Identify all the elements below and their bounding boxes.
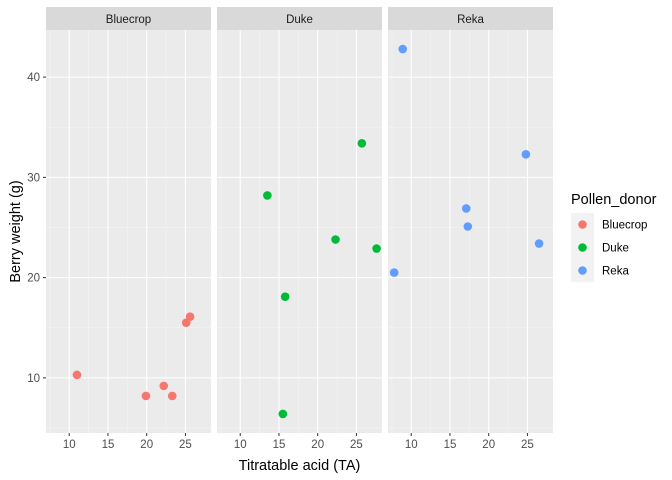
facet-panel-bluecrop: Bluecrop	[46, 7, 211, 433]
facet-panels: Bluecrop Duke Reka	[46, 7, 553, 433]
facet-strip-label: Reka	[457, 14, 484, 26]
x-tick-label: 25	[521, 439, 534, 451]
data-point-reka	[463, 222, 473, 231]
legend-item-bluecrop: Bluecrop	[571, 213, 647, 236]
legend: Pollen_donor Bluecrop Duke Reka	[571, 192, 657, 282]
data-point-bluecrop	[72, 370, 82, 380]
panel-background	[46, 30, 211, 433]
data-point-bluecrop	[141, 391, 151, 401]
panel-background	[217, 30, 382, 433]
facet-panel-duke: Duke	[217, 7, 382, 433]
facet-strip-label: Bluecrop	[106, 14, 151, 26]
data-point-reka	[398, 44, 408, 54]
x-tick-label: 10	[63, 439, 76, 451]
legend-swatch	[578, 266, 587, 275]
x-tick-label: 15	[273, 439, 286, 451]
facet-panel-reka: Reka	[388, 7, 553, 433]
panel-background	[388, 30, 553, 433]
legend-label: Duke	[602, 243, 629, 255]
x-tick-label: 25	[179, 439, 192, 451]
facet-strip	[388, 7, 553, 30]
data-point-reka	[521, 150, 531, 159]
y-tick-label: 40	[27, 72, 40, 84]
legend-items: Bluecrop Duke Reka	[571, 213, 647, 282]
data-point-duke	[263, 191, 272, 200]
x-tick-label: 20	[482, 439, 495, 451]
legend-label: Bluecrop	[602, 220, 647, 232]
x-tick-label: 25	[350, 439, 363, 451]
x-axis-title: Titratable acid (TA)	[239, 458, 361, 474]
data-point-duke	[372, 244, 381, 253]
y-axis-title: Berry weight (g)	[8, 180, 24, 282]
data-point-duke	[280, 292, 290, 301]
legend-label: Reka	[602, 266, 629, 278]
facet-strip	[46, 7, 211, 30]
x-tick-label: 10	[234, 439, 247, 451]
data-point-bluecrop	[185, 312, 195, 322]
data-point-bluecrop	[159, 381, 169, 391]
data-point-duke	[331, 235, 340, 244]
facet-strip-label: Duke	[286, 14, 313, 26]
x-tick-label: 15	[444, 439, 457, 451]
x-tick-label: 20	[140, 439, 153, 451]
data-point-duke	[357, 138, 367, 148]
legend-swatch	[578, 220, 587, 229]
y-tick-label: 20	[27, 273, 40, 285]
data-point-reka	[534, 239, 544, 248]
y-tick-label: 10	[27, 373, 40, 385]
data-point-bluecrop	[167, 391, 177, 401]
x-tick-label: 15	[102, 439, 115, 451]
data-point-reka	[461, 204, 471, 213]
y-tick-label: 30	[27, 172, 40, 184]
x-axes: 10 15 20 25 10 15 20 25 10 15 20 25	[63, 433, 534, 451]
legend-title: Pollen_donor	[571, 192, 657, 208]
data-point-duke	[278, 409, 288, 419]
x-tick-label: 10	[405, 439, 418, 451]
legend-item-duke: Duke	[571, 236, 629, 259]
y-axis: 10 20 30 40	[27, 72, 46, 385]
legend-swatch	[578, 243, 587, 252]
data-point-reka	[389, 268, 399, 277]
facet-strip	[217, 7, 382, 30]
x-tick-label: 20	[311, 439, 324, 451]
legend-item-reka: Reka	[571, 259, 629, 282]
